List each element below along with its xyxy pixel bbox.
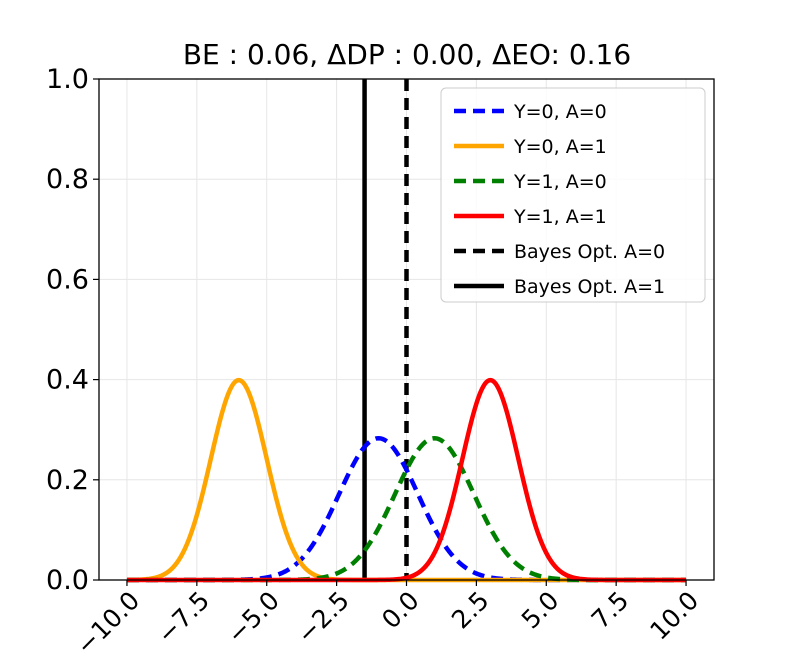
legend-box — [440, 87, 706, 303]
legend-label: Bayes Opt. A=1 — [514, 276, 665, 298]
legend: Y=0, A=0 Y=0, A=1 Y=1, A=0 Y=1, A=1 Bayes Op… — [440, 87, 706, 303]
x-tick-label: 2.5 — [446, 586, 495, 635]
x-tick-label: −2.5 — [291, 586, 354, 649]
y-tick-label: 0.8 — [46, 164, 89, 195]
chart-title: BE : 0.06, ΔDP : 0.00, ΔEO: 0.16 — [183, 38, 631, 71]
x-tick-label: −5.0 — [222, 586, 285, 649]
y-tick-label: 0.2 — [46, 465, 89, 496]
y-tick-label: 0.6 — [46, 264, 89, 295]
legend-label: Y=0, A=0 — [513, 101, 607, 123]
y-tick-label: 1.0 — [46, 64, 89, 95]
y-tick-label: 0.4 — [46, 365, 89, 396]
legend-label: Y=1, A=1 — [513, 206, 607, 228]
legend-label: Y=0, A=1 — [513, 136, 607, 158]
x-tick-label: 0.0 — [376, 586, 425, 635]
legend-label: Bayes Opt. A=0 — [514, 241, 665, 263]
y-tick-label: 0.0 — [46, 565, 89, 596]
x-tick-label: 7.5 — [586, 586, 635, 635]
x-tick-label: −7.5 — [152, 586, 215, 649]
x-tick-label: 10.0 — [644, 586, 704, 646]
x-tick-label: 5.0 — [516, 586, 565, 635]
legend-label: Y=1, A=0 — [513, 171, 607, 193]
